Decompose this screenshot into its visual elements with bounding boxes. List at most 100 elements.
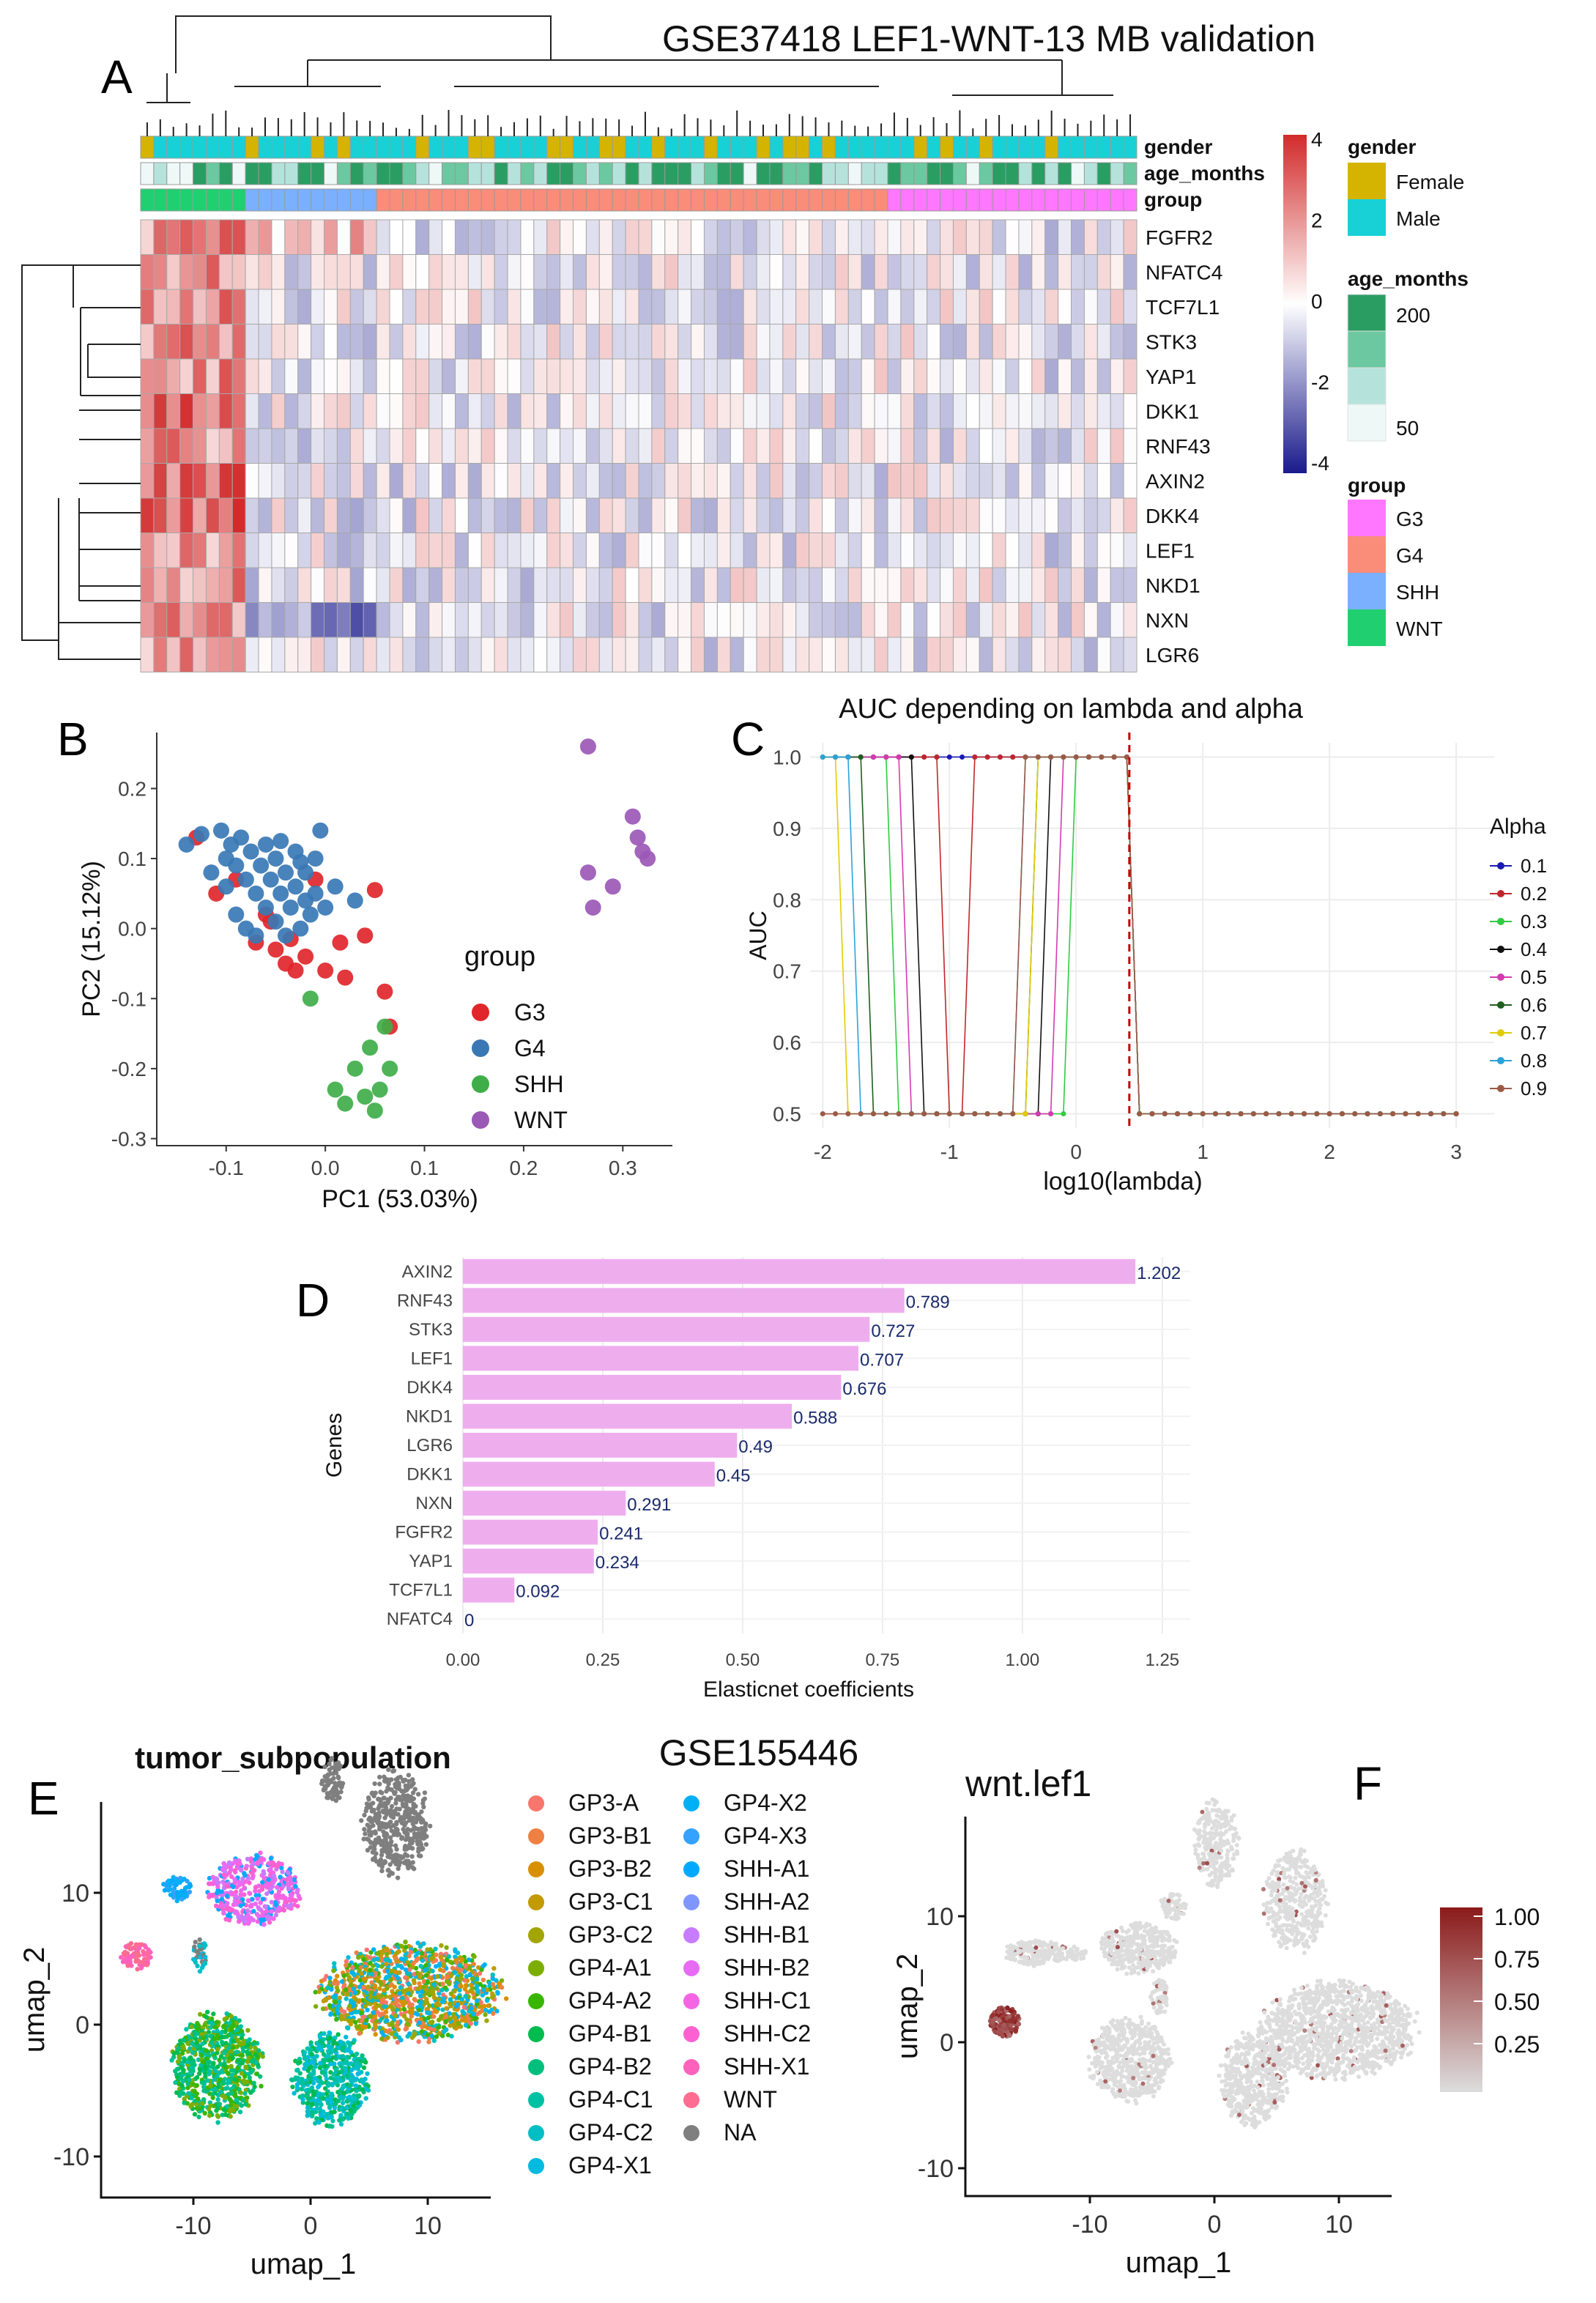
heatmap-cell	[1044, 324, 1059, 360]
umap-point	[436, 1997, 441, 2002]
heatmap-cell	[507, 567, 522, 603]
umap-point	[215, 2113, 220, 2118]
heatmap-cell	[782, 289, 797, 325]
heatmap-cell	[822, 219, 836, 255]
heatmap-cell	[284, 637, 299, 672]
umap-point	[475, 2011, 480, 2017]
heatmap-cell	[952, 533, 967, 568]
umap-point	[494, 2009, 500, 2014]
legend-swatch	[1348, 163, 1386, 199]
umap-point	[415, 1792, 421, 1797]
heatmap-cell	[664, 393, 679, 429]
umap-point	[393, 1973, 398, 1978]
heatmap-cell	[952, 358, 967, 394]
umap-point	[390, 1811, 396, 1817]
heatmap-row-label: STK3	[1146, 330, 1197, 353]
umap-point	[404, 2021, 410, 2027]
umap-point	[279, 1865, 284, 1871]
category-label: NKD1	[406, 1406, 453, 1426]
umap-point	[356, 1955, 361, 1960]
heatmap-cell	[861, 254, 875, 290]
umap-point	[332, 1781, 338, 1786]
umap-point	[432, 2009, 438, 2014]
heatmap-cell	[389, 289, 404, 325]
umap-point	[379, 1853, 385, 1858]
heatmap-cell	[428, 463, 443, 499]
value-label: 0.291	[627, 1495, 671, 1515]
heatmap-cell	[507, 602, 522, 638]
umap-point	[429, 2033, 434, 2039]
heatmap-cell	[769, 463, 784, 499]
heatmap-cell	[927, 602, 941, 638]
group-cell	[1071, 188, 1085, 212]
category-label: LGR6	[407, 1436, 453, 1455]
heatmap-cell	[992, 324, 1006, 360]
umap-point	[374, 2019, 379, 2024]
heatmap-cell	[1110, 289, 1124, 325]
umap-point	[390, 2020, 395, 2025]
series-alpha-0.6	[820, 754, 1459, 1117]
series-point	[1453, 1111, 1459, 1117]
heatmap-cell	[651, 219, 666, 255]
pca-point-g3	[337, 969, 354, 986]
series-point	[921, 1111, 927, 1117]
umap-point	[444, 2027, 449, 2033]
heatmap-cell	[533, 602, 548, 638]
umap-point	[426, 2039, 431, 2044]
heatmap-cell	[887, 428, 902, 464]
heatmap-cell	[927, 393, 941, 429]
group-cell	[402, 188, 417, 212]
series-point	[1250, 1111, 1256, 1117]
heatmap-cell	[1096, 428, 1111, 464]
heatmap-cell	[979, 358, 993, 394]
group-cell	[847, 188, 862, 212]
group-cell	[179, 188, 194, 212]
umap-point	[229, 1891, 235, 1897]
umap-point	[377, 2003, 383, 2009]
heatmap-cell	[1005, 463, 1020, 499]
dendro-branch	[146, 73, 1113, 103]
umap-point	[368, 1844, 374, 1850]
age-cell	[769, 162, 784, 185]
umap-point	[211, 2061, 216, 2066]
heatmap-cell	[520, 393, 535, 429]
umap-point	[233, 1858, 238, 1863]
dendro-branch	[21, 264, 73, 641]
gender-cell	[205, 136, 220, 159]
heatmap-cell	[349, 393, 364, 429]
umap-point	[415, 1956, 420, 1962]
bar-rnf43	[463, 1288, 905, 1313]
heatmap-cell	[598, 289, 613, 325]
heatmap-cell	[625, 497, 639, 533]
umap-point	[484, 1987, 489, 1992]
umap-point	[193, 1959, 198, 1965]
heatmap-cell	[927, 219, 941, 255]
heatmap-cell	[625, 219, 639, 255]
heatmap-cell	[546, 463, 561, 499]
umap-point	[185, 2085, 190, 2091]
heatmap-cell	[1018, 358, 1033, 394]
umap-point	[413, 1820, 419, 1825]
series-alpha-0.1	[820, 754, 1459, 1117]
heatmap-cell	[1083, 428, 1098, 464]
heatmap-cell	[703, 428, 718, 464]
heatmap-cell	[573, 358, 587, 394]
y-tick-label: -10	[53, 2143, 89, 2171]
heatmap-cell	[573, 497, 587, 533]
heatmap-cell	[1071, 602, 1085, 638]
heatmap-cell	[193, 358, 207, 394]
heatmap-cell	[651, 463, 666, 499]
umap-point	[434, 1974, 440, 1979]
umap-point	[438, 1967, 443, 1973]
series-point	[1187, 1111, 1193, 1117]
umap-point	[275, 1885, 280, 1890]
legend-title-gender: gender	[1348, 136, 1416, 158]
heatmap-cell	[533, 463, 548, 499]
heatmap-cell	[454, 254, 469, 290]
umap-point	[137, 1946, 142, 1951]
umap-point	[459, 2000, 464, 2006]
umap-point	[337, 1780, 342, 1785]
umap-point	[246, 1898, 251, 1904]
heatmap-cell	[861, 289, 875, 325]
